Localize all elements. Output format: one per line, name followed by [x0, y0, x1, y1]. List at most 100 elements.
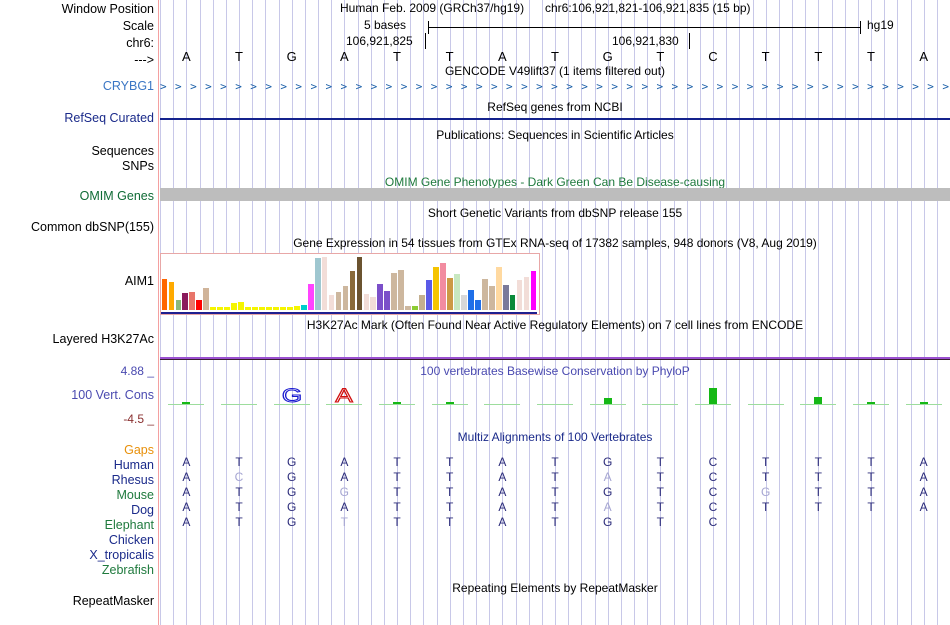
alignment-base: A — [182, 485, 191, 499]
gtex-bar[interactable] — [314, 258, 321, 310]
gtex-bar[interactable] — [412, 305, 419, 310]
gtex-bar[interactable] — [328, 295, 335, 310]
gtex-bar[interactable] — [481, 278, 488, 310]
conservation-bar[interactable] — [603, 397, 612, 404]
conservation-bar[interactable] — [182, 402, 191, 404]
sidebar-track-aim1[interactable]: AIM1 — [124, 274, 154, 288]
sidebar-species-xtropicalis[interactable]: X_tropicalis — [89, 548, 154, 562]
alignment-base: G — [286, 485, 297, 499]
sidebar-track-crybg1[interactable]: CRYBG1 — [102, 79, 154, 93]
alignment-base: A — [919, 485, 928, 499]
gtex-bar[interactable] — [293, 306, 300, 310]
gencode-transcript-arrows[interactable]: > > > > > > > > > > > > > > > > > > > > … — [160, 82, 950, 92]
gtex-bar[interactable] — [363, 293, 370, 310]
gtex-bar[interactable] — [405, 305, 412, 310]
sidebar-species-mouse[interactable]: Mouse — [116, 488, 154, 502]
conservation-bar[interactable] — [445, 402, 454, 404]
alignment-base: G — [286, 500, 297, 514]
conservation-bar[interactable] — [919, 401, 928, 404]
gtex-bar[interactable] — [175, 299, 182, 310]
gtex-bar[interactable] — [488, 286, 495, 310]
gtex-bar[interactable] — [342, 286, 349, 310]
gtex-bar[interactable] — [300, 304, 307, 310]
gtex-bar[interactable] — [398, 269, 405, 310]
gtex-bar[interactable] — [189, 291, 196, 310]
gtex-bar[interactable] — [454, 273, 460, 310]
conservation-baseline-segment — [379, 404, 415, 405]
gtex-bar[interactable] — [447, 278, 453, 310]
gtex-bar[interactable] — [182, 293, 189, 310]
gtex-bar[interactable] — [391, 273, 398, 310]
gtex-bar[interactable] — [370, 297, 377, 310]
gtex-bar[interactable] — [509, 295, 516, 310]
omim-gene-bar[interactable] — [160, 188, 950, 201]
sidebar-species-elephant[interactable]: Elephant — [104, 518, 154, 532]
gtex-chart-panel[interactable] — [160, 253, 540, 315]
alignment-base: C — [234, 470, 244, 484]
conservation-bar[interactable] — [709, 387, 717, 404]
alignment-base: A — [340, 500, 349, 514]
gtex-bar[interactable] — [224, 307, 231, 310]
conservation-bar[interactable] — [814, 397, 823, 404]
gtex-bar[interactable] — [231, 302, 237, 310]
coordinate-tick-right: 106,921,830 — [612, 34, 679, 48]
refseq-gene-line[interactable] — [160, 118, 950, 120]
gtex-bar[interactable] — [377, 284, 384, 310]
alignment-base: T — [867, 470, 875, 484]
gtex-bar[interactable] — [161, 278, 168, 310]
label-boundary-line — [158, 0, 159, 625]
conservation-negative-glyph[interactable]: A — [322, 383, 366, 406]
sidebar-track-sequences[interactable]: Sequences — [91, 144, 154, 158]
sidebar-track-h3k27ac[interactable]: Layered H3K27Ac — [52, 332, 154, 346]
gtex-bar[interactable] — [426, 279, 432, 310]
sidebar-track-dbsnp[interactable]: Common dbSNP(155) — [31, 220, 154, 234]
sidebar-track-conservation[interactable]: 100 Vert. Cons — [71, 388, 154, 402]
gtex-bar[interactable] — [335, 292, 342, 310]
gtex-bar[interactable] — [356, 256, 363, 310]
sidebar-track-repeatmasker[interactable]: RepeatMasker — [72, 594, 154, 608]
h3k27ac-signal-line[interactable] — [160, 357, 950, 359]
gtex-bar[interactable] — [474, 299, 481, 310]
sidebar-species-zebrafish[interactable]: Zebrafish — [101, 563, 154, 577]
gtex-bar[interactable] — [210, 307, 217, 310]
conservation-bar[interactable] — [867, 402, 875, 404]
gtex-bar[interactable] — [467, 289, 474, 310]
gtex-bar[interactable] — [502, 285, 509, 310]
gtex-bar[interactable] — [273, 307, 279, 310]
gtex-bar[interactable] — [238, 301, 244, 310]
gtex-bar[interactable] — [217, 307, 224, 310]
gtex-bar[interactable] — [168, 282, 175, 310]
gtex-bar[interactable] — [495, 267, 502, 310]
conservation-bar[interactable] — [393, 402, 401, 404]
gtex-bar[interactable] — [461, 294, 467, 310]
sidebar-species-rhesus[interactable]: Rhesus — [111, 473, 154, 487]
sidebar-track-snps[interactable]: SNPs — [122, 159, 154, 173]
sidebar-track-gaps[interactable]: Gaps — [124, 443, 154, 457]
gtex-bar[interactable] — [321, 256, 328, 310]
gtex-bar[interactable] — [433, 266, 439, 310]
position-range: chr6:106,921,821-106,921,835 (15 bp) — [545, 1, 751, 15]
gtex-bar[interactable] — [252, 306, 258, 310]
gtex-bar[interactable] — [203, 287, 210, 310]
gtex-bar[interactable] — [245, 306, 251, 310]
gtex-bar[interactable] — [286, 306, 293, 310]
gtex-bar[interactable] — [349, 270, 356, 310]
sidebar-species-dog[interactable]: Dog — [131, 503, 154, 517]
sidebar-species-chicken[interactable]: Chicken — [108, 533, 154, 547]
gtex-bar[interactable] — [419, 295, 425, 310]
gtex-bar[interactable] — [440, 262, 446, 310]
gtex-bar[interactable] — [259, 306, 265, 310]
gtex-bar[interactable] — [530, 270, 537, 310]
gtex-bar[interactable] — [279, 306, 286, 310]
gtex-bar[interactable] — [266, 307, 272, 310]
sidebar-track-omim[interactable]: OMIM Genes — [79, 189, 154, 203]
gtex-bar[interactable] — [523, 276, 530, 310]
sidebar-species-human[interactable]: Human — [113, 458, 154, 472]
sidebar-track-refseq[interactable]: RefSeq Curated — [64, 111, 154, 125]
gtex-bar[interactable] — [307, 284, 314, 310]
gtex-bar[interactable] — [196, 300, 203, 310]
gtex-bar[interactable] — [516, 280, 523, 310]
gtex-bar[interactable] — [384, 290, 391, 310]
conservation-negative-glyph[interactable]: G — [270, 383, 314, 406]
